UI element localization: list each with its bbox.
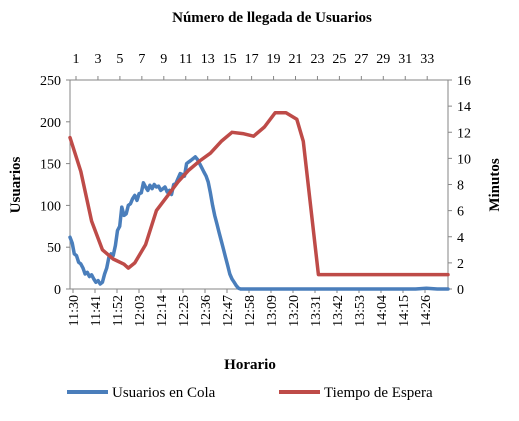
x-axis-title: Horario (224, 357, 276, 373)
top-tick-label: 23 (310, 52, 324, 67)
series-line-tiempo-de-espera (68, 110, 450, 277)
bottom-tick-label: 11:30 (67, 295, 82, 326)
bottom-tick-label: 14:26 (419, 295, 434, 327)
top-tick-label: 1 (73, 52, 80, 67)
right-tick-label: 4 (457, 231, 464, 246)
bottom-tick-label: 13:31 (309, 295, 324, 327)
top-tick-label: 5 (116, 52, 123, 67)
legend-label-tiempo: Tiempo de Espera (324, 385, 433, 401)
series-layer (68, 110, 450, 291)
right-tick-labels: 0 2 4 6 8 10 12 14 16 (448, 74, 471, 298)
y-axis-right-title: Minutos (487, 158, 503, 212)
top-tick-label: 19 (267, 52, 281, 67)
left-tick-labels: 0 50 100 150 200 250 (40, 74, 70, 298)
right-tick-label: 12 (457, 126, 471, 141)
top-tick-label: 13 (201, 52, 215, 67)
left-tick-label: 0 (54, 283, 61, 298)
top-tick-label: 25 (332, 52, 346, 67)
bottom-tick-label: 13:20 (287, 295, 302, 327)
chart-title: Número de llegada de Usuarios (172, 10, 372, 26)
top-tick-label: 3 (94, 52, 101, 67)
right-tick-label: 8 (457, 179, 464, 194)
y-axis-left-title: Usuarios (8, 157, 24, 214)
top-tick-labels: 1 3 5 7 9 11 13 15 17 19 21 23 25 27 29 31 33 (73, 52, 434, 80)
bottom-tick-label: 12:03 (133, 295, 148, 327)
right-tick-label: 16 (457, 74, 471, 89)
left-tick-label: 100 (40, 199, 61, 214)
bottom-tick-label: 14:15 (397, 295, 412, 327)
right-tick-label: 6 (457, 205, 464, 220)
top-tick-label: 31 (398, 52, 412, 67)
right-tick-label: 10 (457, 152, 471, 167)
bottom-tick-label: 11:41 (89, 295, 104, 326)
bottom-tick-label: 13:09 (265, 295, 280, 327)
plot-area (69, 79, 449, 290)
legend: Usuarios en Cola Tiempo de Espera (67, 385, 433, 401)
bottom-tick-label: 12:14 (155, 295, 170, 327)
top-tick-label: 27 (354, 52, 368, 67)
left-tick-label: 50 (47, 241, 61, 256)
left-tick-label: 250 (40, 74, 61, 89)
series-line-usuarios-en-cola (68, 155, 450, 291)
left-tick-label: 150 (40, 158, 61, 173)
bottom-tick-label: 13:53 (353, 295, 368, 327)
top-tick-label: 17 (245, 52, 259, 67)
right-tick-label: 14 (457, 100, 471, 115)
legend-label-usuarios: Usuarios en Cola (112, 385, 216, 401)
bottom-tick-label: 12:58 (243, 295, 258, 327)
bottom-tick-label: 12:47 (221, 295, 236, 327)
left-tick-label: 200 (40, 116, 61, 131)
top-tick-label: 9 (160, 52, 167, 67)
bottom-tick-label: 11:52 (111, 295, 126, 326)
bottom-tick-label: 12:25 (177, 295, 192, 327)
bottom-tick-labels: 11:30 11:41 11:52 12:03 12:14 12:25 12:36 12:47… (67, 289, 434, 327)
top-tick-label: 15 (223, 52, 237, 67)
bottom-tick-label: 12:36 (199, 295, 214, 327)
bottom-tick-label: 14:04 (375, 295, 390, 327)
top-tick-label: 7 (138, 52, 145, 67)
right-tick-label: 2 (457, 257, 464, 272)
right-tick-label: 0 (457, 283, 464, 298)
bottom-tick-label: 13:42 (331, 295, 346, 327)
top-tick-label: 21 (289, 52, 303, 67)
top-tick-label: 29 (376, 52, 390, 67)
top-tick-label: 33 (420, 52, 434, 67)
top-tick-label: 11 (179, 52, 192, 67)
